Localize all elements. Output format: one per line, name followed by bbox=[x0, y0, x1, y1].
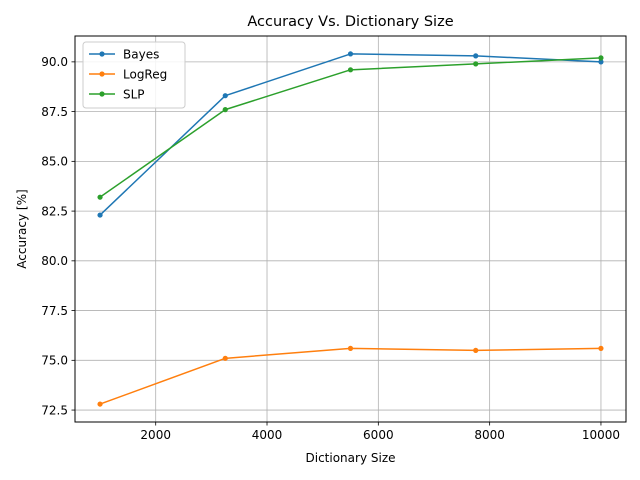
data-point bbox=[598, 345, 604, 351]
legend-label: SLP bbox=[123, 87, 145, 101]
series-logreg bbox=[97, 345, 604, 407]
y-tick-label: 77.5 bbox=[41, 304, 68, 318]
legend-label: LogReg bbox=[123, 67, 167, 81]
legend-label: Bayes bbox=[123, 47, 159, 61]
series-layer bbox=[97, 51, 604, 407]
legend-item-logreg: LogReg bbox=[89, 67, 167, 81]
data-point bbox=[222, 107, 228, 113]
y-tick-label: 80.0 bbox=[41, 254, 68, 268]
y-tick-label: 75.0 bbox=[41, 354, 68, 368]
data-point bbox=[598, 59, 604, 65]
data-point bbox=[347, 51, 354, 57]
data-point bbox=[347, 345, 354, 351]
series-slp bbox=[97, 55, 604, 200]
y-tick-label: 90.0 bbox=[41, 55, 68, 69]
x-axis-title: Dictionary Size bbox=[306, 451, 396, 465]
legend-box bbox=[82, 41, 186, 109]
x-tick-label: 8000 bbox=[474, 428, 505, 442]
plot-frame bbox=[74, 35, 627, 423]
data-point bbox=[473, 347, 479, 353]
data-point bbox=[97, 194, 103, 200]
chart-title: Accuracy Vs. Dictionary Size bbox=[247, 14, 453, 30]
y-tick-label: 72.5 bbox=[41, 403, 68, 417]
data-point bbox=[347, 67, 354, 73]
ticks: 2000 4000 6000 8000 10000 72.5 75.0 77.5 80.0 82.… bbox=[41, 55, 620, 442]
x-tick-label: 2000 bbox=[140, 428, 171, 442]
data-point bbox=[473, 53, 479, 59]
x-tick-label: 10000 bbox=[582, 428, 620, 442]
legend-marker bbox=[99, 51, 105, 57]
data-point bbox=[473, 61, 479, 67]
data-point bbox=[598, 55, 604, 61]
y-tick-label: 87.5 bbox=[41, 105, 68, 119]
x-tick-label: 6000 bbox=[363, 428, 394, 442]
legend-marker bbox=[99, 91, 105, 97]
legend-item-bayes: Bayes bbox=[89, 47, 159, 61]
data-point bbox=[97, 212, 103, 218]
legend-marker bbox=[99, 71, 105, 77]
y-tick-label: 82.5 bbox=[41, 204, 68, 218]
data-point bbox=[222, 355, 228, 361]
legend-item-slp: SLP bbox=[89, 87, 145, 101]
data-point bbox=[222, 93, 228, 99]
y-axis-title: Accuracy [%] bbox=[15, 189, 29, 268]
y-tick-label: 85.0 bbox=[41, 155, 68, 169]
data-point bbox=[97, 401, 103, 407]
series-bayes bbox=[97, 51, 604, 218]
legend: Bayes LogReg SLP bbox=[82, 41, 186, 109]
x-tick-label: 4000 bbox=[252, 428, 283, 442]
